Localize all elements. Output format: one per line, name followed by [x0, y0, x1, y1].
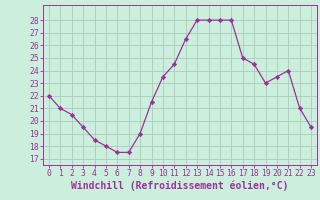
X-axis label: Windchill (Refroidissement éolien,°C): Windchill (Refroidissement éolien,°C)	[71, 181, 289, 191]
